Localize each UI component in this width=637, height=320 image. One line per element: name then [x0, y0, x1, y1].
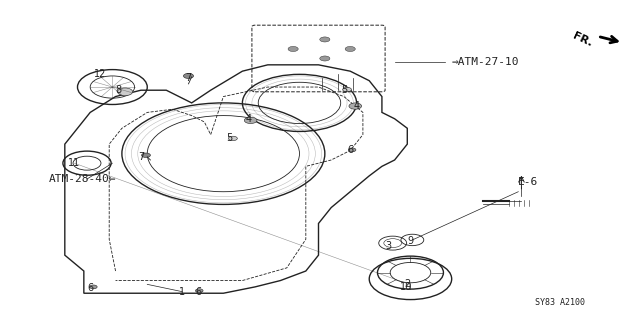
Text: 9: 9 [408, 236, 413, 246]
Circle shape [345, 46, 355, 52]
Circle shape [288, 46, 298, 52]
Text: 4: 4 [246, 114, 252, 124]
Circle shape [245, 117, 257, 124]
Text: ATM-28-40⇐: ATM-28-40⇐ [49, 174, 117, 184]
Circle shape [320, 56, 330, 61]
Circle shape [229, 136, 238, 141]
Circle shape [183, 73, 194, 78]
Text: 2: 2 [404, 279, 410, 289]
Text: 1: 1 [179, 287, 185, 297]
Text: 10: 10 [400, 282, 412, 292]
Text: 5: 5 [341, 85, 347, 95]
Text: 3: 3 [385, 241, 391, 251]
Text: 12: 12 [94, 69, 106, 79]
Circle shape [141, 153, 150, 157]
Text: 7: 7 [138, 152, 144, 162]
Text: 6: 6 [87, 284, 93, 293]
Text: 8: 8 [116, 85, 122, 95]
Circle shape [196, 289, 203, 292]
Text: SY83 A2100: SY83 A2100 [535, 298, 585, 307]
Circle shape [320, 37, 330, 42]
Circle shape [343, 87, 352, 92]
Circle shape [90, 285, 97, 289]
Text: 4: 4 [354, 101, 360, 111]
Text: 5: 5 [227, 133, 233, 143]
Text: 6: 6 [347, 146, 354, 156]
Circle shape [117, 88, 132, 96]
Text: E-6: E-6 [519, 177, 538, 187]
Text: 11: 11 [68, 158, 80, 168]
Text: 6: 6 [195, 287, 201, 297]
Circle shape [349, 103, 362, 109]
Circle shape [348, 148, 356, 152]
Text: ⇒ATM-27-10: ⇒ATM-27-10 [452, 57, 519, 67]
Text: FR.: FR. [571, 31, 594, 48]
Text: 7: 7 [185, 73, 192, 83]
